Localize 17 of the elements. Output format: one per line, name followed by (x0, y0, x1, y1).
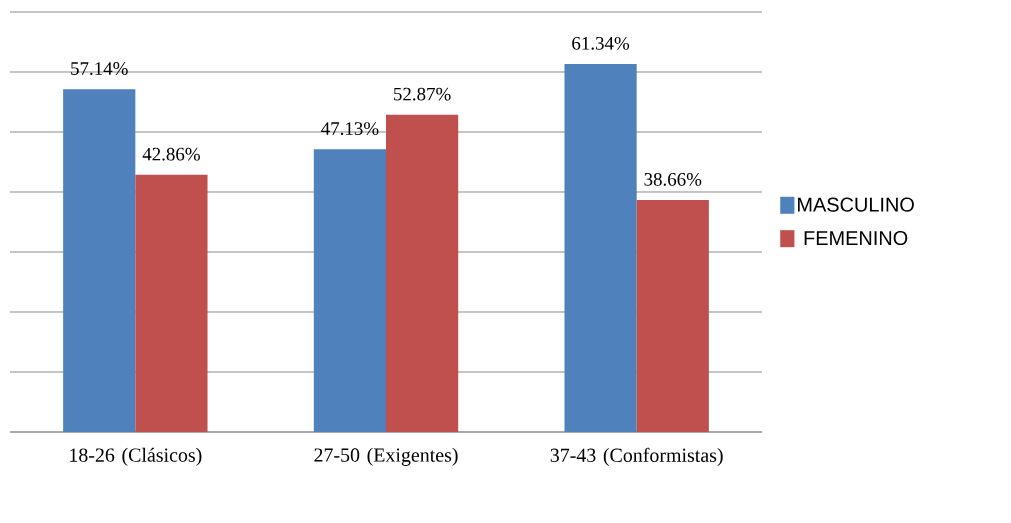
bar (386, 114, 459, 432)
bar (564, 63, 637, 432)
x-tick-label: 18-26 (Clásicos) (70, 447, 202, 466)
data-label: 42.86% (142, 147, 200, 161)
legend-label: MASCULINO (798, 197, 914, 212)
bar (135, 174, 208, 432)
bar (313, 149, 386, 432)
data-label: 61.34% (572, 36, 630, 50)
data-label: 52.87% (394, 87, 451, 101)
data-label: 57.14% (71, 62, 128, 75)
data-label: 47.13% (321, 122, 379, 136)
legend-label: FEMENINO (804, 231, 908, 246)
data-label: 38.66% (644, 172, 702, 186)
bar (636, 200, 709, 432)
x-tick-label: 27-50 (Exigentes) (314, 447, 458, 466)
x-tick-label: 37-43 (Conformistas) (550, 447, 723, 467)
bar (63, 89, 136, 432)
